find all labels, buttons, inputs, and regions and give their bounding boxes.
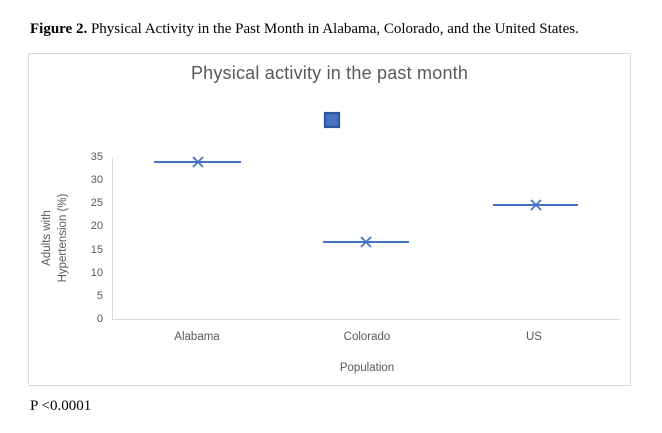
data-point-alabama[interactable]	[154, 156, 241, 168]
y-axis-title-line2: Hypertension (%)	[57, 193, 70, 283]
y-tick-label-30: 30	[90, 174, 103, 186]
x-category-label-alabama: Alabama	[174, 331, 220, 343]
x-marker-icon	[529, 199, 542, 211]
y-tick-label-25: 25	[90, 197, 103, 209]
y-tick-label-20: 20	[90, 220, 103, 232]
y-tick-label-0: 0	[96, 313, 103, 325]
data-point-colorado[interactable]	[323, 236, 409, 248]
x-category-label-us: US	[526, 331, 542, 343]
x-marker-icon	[191, 156, 204, 168]
legend-square-icon[interactable]	[324, 112, 340, 128]
x-axis-title: Population	[339, 362, 395, 374]
data-point-us[interactable]	[493, 199, 578, 211]
y-axis-line	[112, 157, 113, 320]
y-axis-title: Adults with Hypertension (%)	[39, 138, 79, 338]
figure-caption-text: Physical Activity in the Past Month in A…	[87, 21, 579, 37]
x-category-label-colorado: Colorado	[343, 331, 391, 343]
chart-frame[interactable]: Physical activity in the past month Adul…	[28, 53, 631, 386]
x-axis-line	[112, 319, 620, 320]
y-tick-label-5: 5	[96, 290, 103, 302]
figure-caption-number: Figure 2.	[30, 21, 88, 37]
y-tick-label-35: 35	[90, 151, 103, 163]
figure-caption: Figure 2. Physical Activity in the Past …	[30, 20, 650, 39]
y-tick-label-10: 10	[90, 267, 103, 279]
x-marker-icon	[360, 236, 372, 248]
y-axis-title-line1: Adults with	[41, 210, 53, 266]
p-value-text: P <0.0001	[30, 398, 92, 414]
y-tick-label-15: 15	[90, 244, 103, 256]
chart-title: Physical activity in the past month	[190, 63, 469, 83]
